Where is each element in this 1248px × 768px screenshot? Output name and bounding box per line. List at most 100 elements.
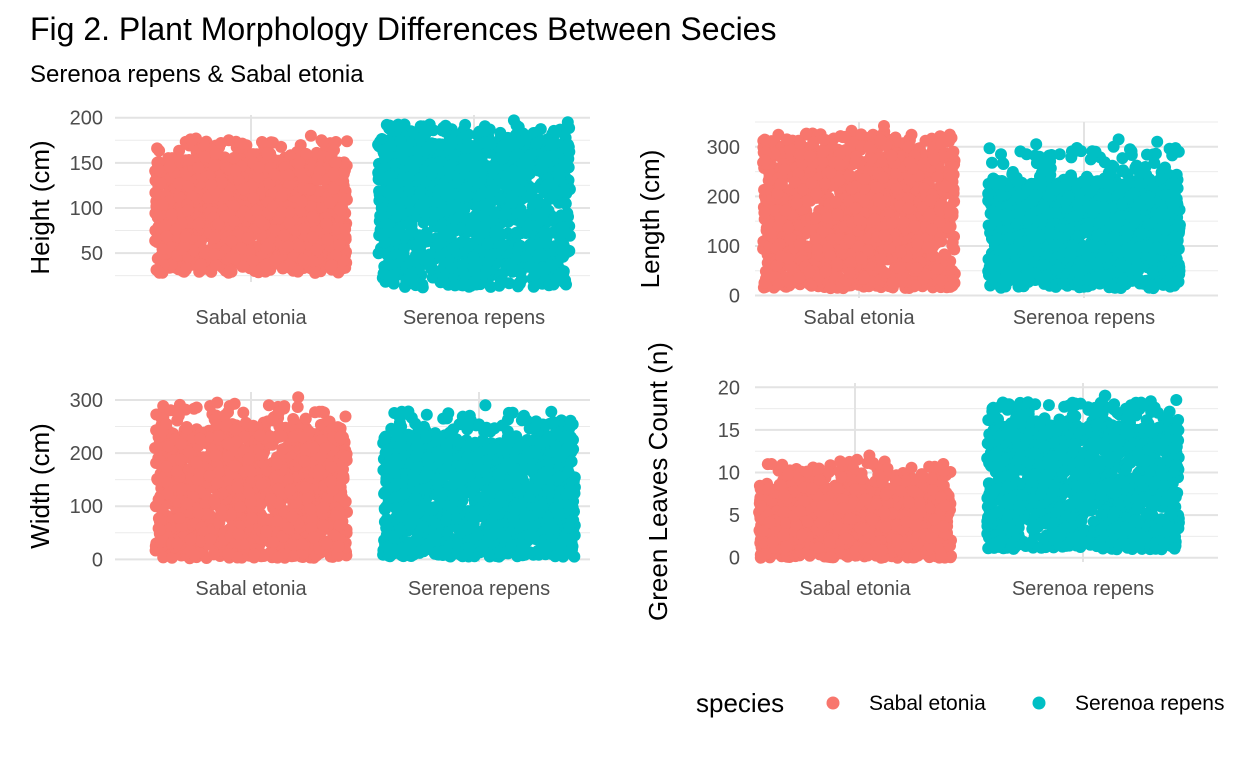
data-point [943,205,956,218]
data-point [505,190,518,203]
y-tick-label: 50 [81,243,103,265]
y-tick-label: 150 [70,153,103,175]
data-point [483,247,496,260]
data-point [236,137,249,150]
data-point [316,136,329,148]
data-point [205,178,218,191]
outlier-point [386,269,399,282]
data-point [772,278,785,291]
data-point [774,177,787,190]
data-point [460,142,473,155]
data-point [831,208,844,221]
x-tick-label: Serenoa repens [403,307,545,329]
data-point [931,171,944,184]
data-point [306,211,319,224]
data-point [805,279,818,292]
data-point [758,133,771,146]
data-point [540,179,553,192]
data-point [923,208,936,221]
data-point [893,261,906,274]
data-point [500,169,513,182]
data-point [857,272,870,285]
data-point [536,154,549,167]
outlier-point [855,128,868,141]
y-tick-label: 200 [707,186,740,208]
data-point [227,215,240,228]
y-tick-label: 300 [707,137,740,159]
data-point [513,207,526,219]
data-point [339,223,352,236]
series-sabal-etonia [757,120,961,295]
data-point [293,156,306,169]
data-point [819,177,832,190]
data-point [179,263,192,276]
data-point [165,208,178,221]
data-point [435,220,447,233]
data-point [863,141,876,154]
data-point [400,274,413,287]
data-point [437,272,449,284]
data-point [1029,149,1042,162]
data-point [524,239,537,252]
data-point [803,265,816,278]
outlier-point [919,134,932,147]
outlier-point [561,116,574,129]
data-point [179,230,192,243]
data-point [877,171,889,184]
data-point [523,260,536,273]
data-point [925,223,938,236]
data-point [534,211,547,224]
data-point [563,145,576,158]
data-point [503,258,516,271]
data-point [903,156,916,169]
data-point [163,160,176,173]
data-point [334,204,347,217]
data-point [303,183,316,196]
data-point [494,126,507,139]
data-point [275,206,288,218]
x-tick-label: Serenoa repens [1013,307,1155,329]
data-point [325,259,338,272]
outlier-point [383,122,396,135]
data-point [250,204,263,217]
data-point [902,202,915,215]
data-point [216,176,228,189]
data-point [481,237,494,250]
outlier-point [185,134,198,147]
data-point [269,254,281,267]
data-point [878,229,891,242]
data-point [513,277,526,290]
data-point [425,164,438,177]
data-point [209,147,222,160]
data-point [460,212,473,225]
data-point [414,132,426,145]
outlier-point [945,131,958,144]
data-point [946,236,959,249]
data-point [555,221,568,234]
data-point [530,137,543,150]
data-point [253,161,265,174]
y-tick-label: 0 [729,286,740,308]
data-point [329,156,342,169]
chart-subtitle: Serenoa repens & Sabal etonia [30,61,364,88]
data-point [843,233,856,246]
data-point [460,181,473,194]
series-serenoa-repens [372,114,576,294]
y-axis-title: Height (cm) [25,140,55,274]
data-point [309,266,322,279]
data-point [156,243,169,255]
data-point [311,173,324,186]
data-point [291,265,304,278]
data-point [811,243,824,256]
data-point [406,155,419,168]
data-point [423,248,436,261]
data-point [306,231,319,244]
data-point [237,183,250,196]
outlier-point [780,133,793,146]
data-point [219,189,232,202]
data-point [484,136,497,148]
chart-title: Fig 2. Plant Morphology Differences Betw… [30,11,776,47]
data-point [295,195,308,208]
data-point [778,163,791,176]
